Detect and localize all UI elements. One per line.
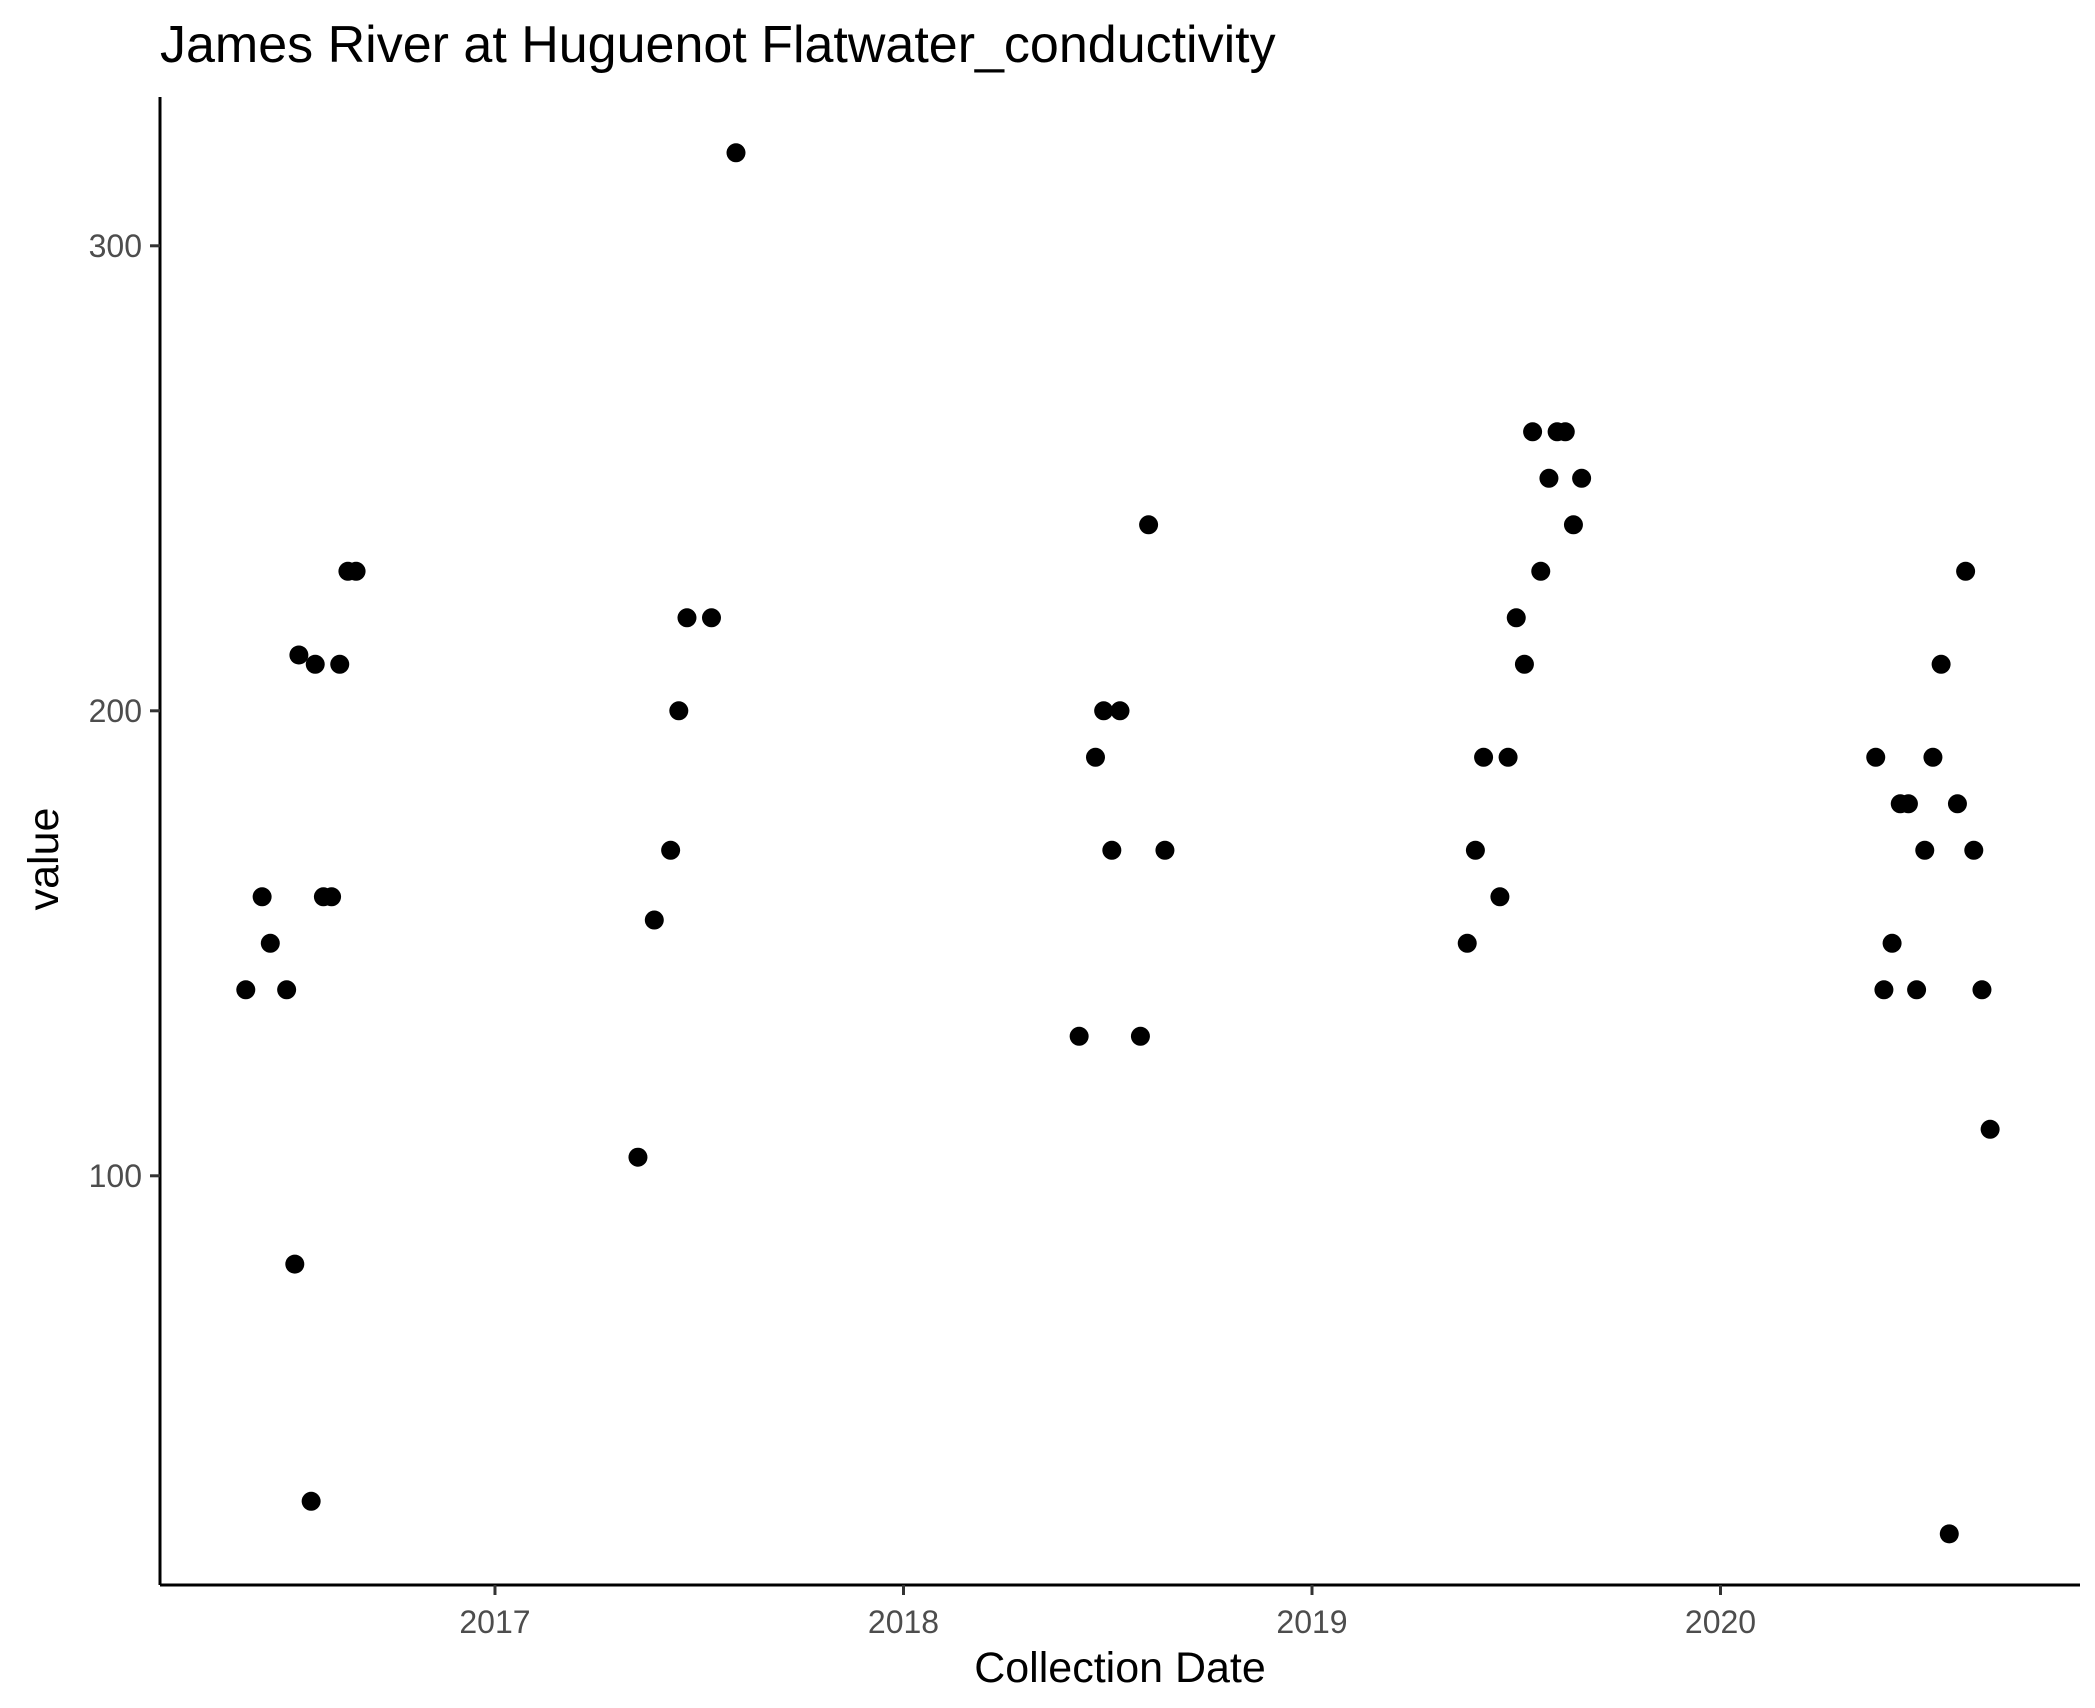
data-point [1069, 1026, 1089, 1046]
data-point [1866, 747, 1886, 767]
data-point [1155, 840, 1175, 860]
data-point [1939, 1524, 1959, 1544]
data-point [330, 654, 350, 674]
y-tick-label: 300 [89, 228, 142, 264]
y-axis-ticks: 100 200 300 [89, 228, 160, 1194]
data-point [285, 1254, 305, 1274]
data-point [1882, 933, 1902, 953]
data-point [1474, 747, 1494, 767]
data-point [1085, 747, 1105, 767]
data-point [1094, 701, 1114, 721]
data-point [1980, 1119, 2000, 1139]
y-axis-title: value [20, 808, 68, 911]
data-point [346, 561, 366, 581]
data-point [1563, 515, 1583, 535]
data-point [644, 910, 664, 930]
data-point [1498, 747, 1518, 767]
data-point [1130, 1026, 1150, 1046]
data-point [1964, 840, 1984, 860]
data-point [1907, 980, 1927, 1000]
data-point [1506, 608, 1526, 628]
data-point [277, 980, 297, 1000]
data-point [677, 608, 697, 628]
data-point [1139, 515, 1159, 535]
data-point [305, 654, 325, 674]
data-point [1465, 840, 1485, 860]
data-point [669, 701, 689, 721]
data-point [1956, 561, 1976, 581]
data-points [236, 143, 2000, 1544]
x-axis-ticks: 2017 2018 2019 2020 [459, 1585, 1756, 1640]
data-point [236, 980, 256, 1000]
data-point [289, 645, 309, 665]
data-point [1539, 468, 1559, 488]
data-point [628, 1147, 648, 1167]
data-point [1898, 794, 1918, 814]
y-tick-label: 100 [89, 1158, 142, 1194]
data-point [1514, 654, 1534, 674]
data-point [1923, 747, 1943, 767]
data-point [726, 143, 746, 163]
x-tick-label: 2019 [1276, 1604, 1347, 1640]
x-tick-label: 2020 [1685, 1604, 1756, 1640]
x-tick-label: 2017 [459, 1604, 530, 1640]
data-point [1555, 422, 1575, 442]
data-point [1457, 933, 1477, 953]
data-point [1572, 468, 1592, 488]
data-point [1947, 794, 1967, 814]
data-point [701, 608, 721, 628]
data-point [1110, 701, 1130, 721]
data-point [1102, 840, 1122, 860]
data-point [322, 887, 342, 907]
y-tick-label: 200 [89, 693, 142, 729]
data-point [1915, 840, 1935, 860]
data-point [1490, 887, 1510, 907]
x-axis-title: Collection Date [974, 1644, 1266, 1692]
x-tick-label: 2018 [868, 1604, 939, 1640]
chart-title: James River at Huguenot Flatwater_conduc… [160, 16, 1276, 74]
data-point [260, 933, 280, 953]
data-point [252, 887, 272, 907]
data-point [661, 840, 681, 860]
data-point [1972, 980, 1992, 1000]
data-point [1874, 980, 1894, 1000]
data-point [1523, 422, 1543, 442]
data-point [1931, 654, 1951, 674]
data-point [301, 1491, 321, 1511]
data-point [1531, 561, 1551, 581]
